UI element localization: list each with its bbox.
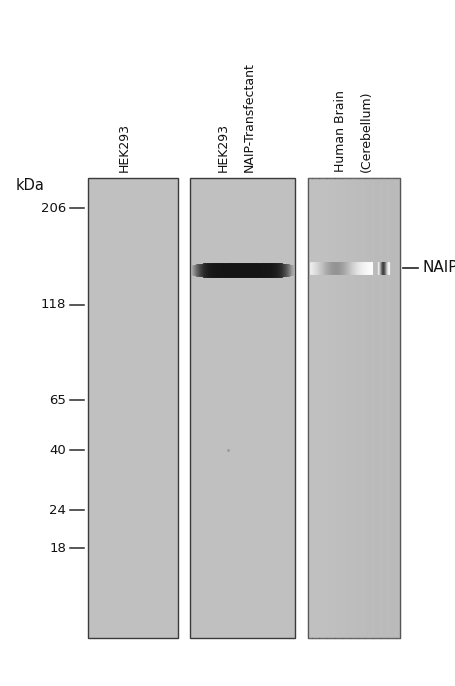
Text: 65: 65: [50, 394, 66, 407]
Text: NAIP: NAIP: [422, 261, 455, 276]
Text: 24: 24: [50, 504, 66, 517]
Text: 40: 40: [50, 444, 66, 456]
Bar: [308, 178, 400, 638]
Bar: [88, 178, 178, 638]
Text: HEK293: HEK293: [217, 123, 230, 172]
Text: 206: 206: [41, 202, 66, 215]
Text: 18: 18: [50, 541, 66, 554]
Text: 118: 118: [41, 298, 66, 311]
Text: Human Brain: Human Brain: [334, 90, 347, 172]
Bar: [190, 178, 295, 638]
Text: NAIP-Transfectant: NAIP-Transfectant: [243, 62, 256, 172]
Text: kDa: kDa: [15, 178, 45, 193]
Text: (Cerebellum): (Cerebellum): [360, 90, 373, 172]
Text: HEK293: HEK293: [118, 123, 131, 172]
